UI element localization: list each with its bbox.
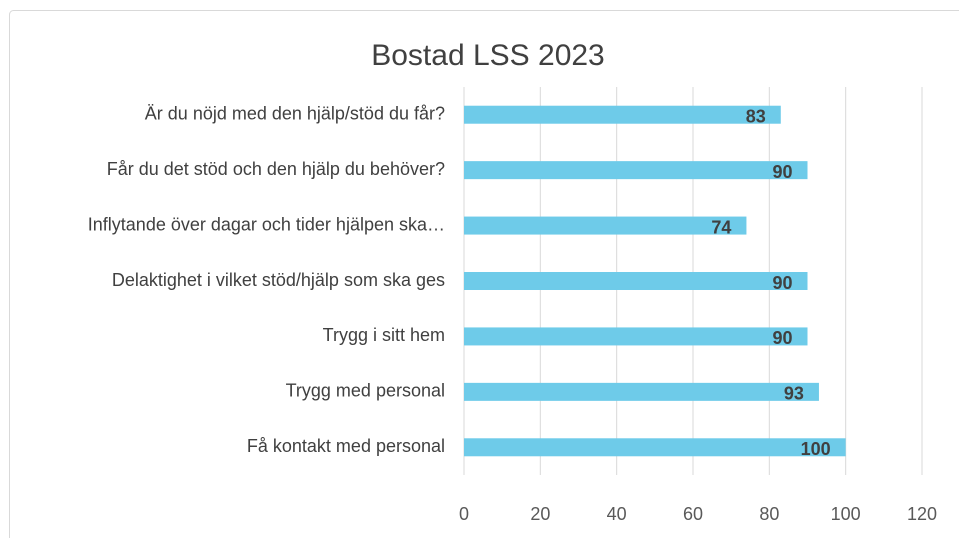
bar [464,327,808,345]
y-tick-label: Trygg i sitt hem [323,325,445,345]
y-tick-label: Få kontakt med personal [247,436,445,456]
chart-title: Bostad LSS 2023 [371,39,605,72]
x-tick-label: 80 [759,504,779,524]
y-tick-label: Får du det stöd och den hjälp du behöver… [107,159,445,179]
bar [464,438,846,456]
data-label: 93 [784,384,804,404]
y-tick-label: Är du nöjd med den hjälp/stöd du får? [145,103,445,123]
bar [464,217,746,235]
data-label: 90 [772,273,792,293]
x-tick-label: 40 [607,504,627,524]
data-label: 100 [801,439,831,459]
data-label: 74 [711,217,731,237]
y-tick-label: Inflytande över dagar och tider hjälpen … [88,214,445,234]
bar [464,106,781,124]
x-tick-label: 20 [530,504,550,524]
x-tick-label: 60 [683,504,703,524]
bar [464,272,808,290]
bar [464,161,808,179]
data-label: 90 [772,162,792,182]
x-tick-label: 0 [459,504,469,524]
data-label: 90 [772,328,792,348]
x-tick-label: 100 [831,504,861,524]
y-tick-label: Delaktighet i vilket stöd/hjälp som ska … [112,270,445,290]
y-tick-label: Trygg med personal [286,381,445,401]
bar [464,383,819,401]
data-label: 83 [746,106,766,126]
x-tick-label: 120 [907,504,937,524]
